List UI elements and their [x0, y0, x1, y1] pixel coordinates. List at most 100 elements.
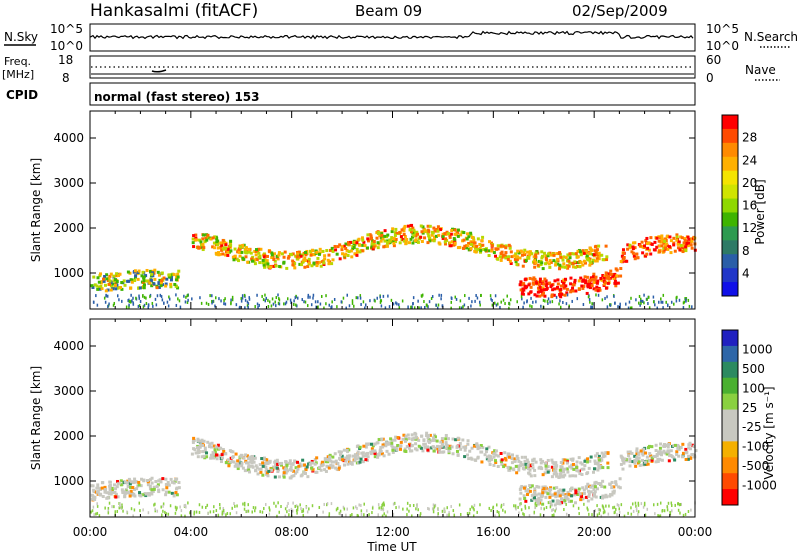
data-cell: [597, 251, 601, 255]
data-cell: [310, 264, 314, 268]
data-cell: [647, 458, 651, 462]
noise-cell: [98, 514, 101, 518]
data-cell: [380, 452, 384, 456]
data-cell: [349, 461, 353, 465]
nave-label: Nave: [745, 63, 776, 77]
data-cell: [555, 486, 559, 490]
data-cell: [404, 436, 408, 440]
noise-cell: [336, 506, 339, 510]
noise-cell: [248, 297, 251, 301]
data-cell: [646, 246, 650, 250]
data-cell: [600, 451, 604, 455]
data-cell: [254, 248, 258, 252]
data-cell: [96, 276, 100, 280]
data-cell: [541, 254, 545, 258]
data-cell: [177, 480, 181, 484]
noise-cell: [161, 513, 163, 517]
data-cell: [544, 287, 548, 291]
noise-cell: [627, 511, 629, 515]
noise-cell: [691, 305, 693, 309]
data-cell: [236, 464, 240, 468]
data-cell: [275, 458, 279, 462]
data-cell: [173, 282, 177, 286]
data-cell: [109, 284, 113, 288]
data-cell: [347, 250, 351, 254]
data-cell: [322, 263, 326, 267]
noise-cell: [578, 512, 580, 516]
data-cell: [289, 465, 293, 469]
data-cell: [632, 254, 636, 258]
colorbar-tick-label: -500: [742, 459, 769, 473]
data-cell: [127, 279, 131, 283]
data-cell: [570, 486, 574, 490]
data-cell: [129, 489, 133, 493]
noise-cell: [587, 295, 590, 299]
data-cell: [479, 444, 483, 448]
data-cell: [541, 502, 545, 506]
data-cell: [276, 257, 280, 261]
noise-cell: [107, 511, 110, 515]
noise-cell: [558, 302, 560, 306]
data-cell: [558, 468, 562, 472]
data-cell: [694, 449, 698, 453]
data-cell: [251, 458, 255, 462]
data-cell: [402, 226, 406, 230]
noise-cell: [513, 504, 515, 508]
noise-cell: [554, 509, 556, 513]
data-cell: [585, 275, 589, 279]
data-cell: [487, 249, 491, 253]
noise-cell: [415, 507, 417, 511]
data-cell: [197, 448, 201, 452]
data-cell: [159, 480, 163, 484]
noise-cell: [475, 294, 477, 298]
data-cell: [609, 269, 613, 273]
data-cell: [657, 235, 661, 239]
data-cell: [336, 462, 340, 466]
data-cell: [528, 484, 532, 488]
data-cell: [458, 444, 462, 448]
data-cell: [507, 243, 511, 247]
noise-cell: [358, 503, 360, 507]
data-cell: [523, 278, 527, 282]
data-cell: [307, 257, 311, 261]
noise-cell: [577, 506, 580, 510]
data-cell: [659, 453, 663, 457]
data-cell: [311, 253, 315, 257]
data-cell: [686, 235, 690, 239]
data-cell: [663, 239, 667, 243]
noise-cell: [261, 510, 264, 514]
data-cell: [253, 249, 257, 253]
data-cell: [103, 490, 107, 494]
data-cell: [550, 458, 554, 462]
data-cell: [373, 455, 377, 459]
noise-cell: [214, 304, 216, 308]
data-cell: [222, 247, 226, 251]
data-cell: [266, 262, 270, 266]
data-cell: [646, 462, 650, 466]
data-cell: [484, 450, 488, 454]
data-cell: [603, 485, 607, 489]
data-cell: [300, 263, 304, 267]
data-cell: [111, 490, 115, 494]
noise-cell: [184, 300, 187, 304]
data-cell: [250, 257, 254, 261]
data-cell: [199, 443, 203, 447]
noise-cell: [551, 513, 554, 517]
data-cell: [387, 452, 391, 456]
data-cell: [484, 248, 488, 252]
data-cell: [114, 281, 118, 285]
data-cell: [520, 463, 524, 467]
data-cell: [521, 466, 525, 470]
noise-cell: [154, 502, 156, 506]
data-cell: [655, 245, 659, 249]
noise-cell: [248, 296, 251, 300]
data-cell: [622, 251, 626, 255]
data-cell: [647, 444, 651, 448]
velocity-heatmap: [90, 431, 698, 518]
noise-cell: [302, 513, 305, 517]
noise-cell: [287, 501, 289, 505]
data-cell: [670, 455, 674, 459]
data-cell: [412, 233, 416, 237]
data-cell: [219, 245, 223, 249]
